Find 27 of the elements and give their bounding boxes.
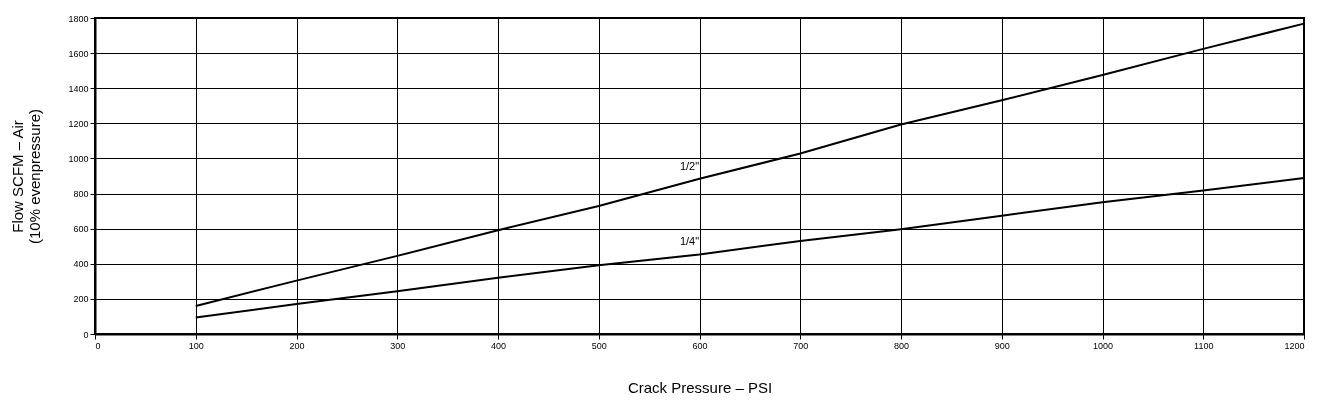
y-axis-title: Flow SCFM – Air (10% evenpressure) (9, 108, 44, 245)
x-tick-label: 400 (490, 340, 507, 351)
x-tick-label: 1000 (1092, 340, 1114, 351)
y-tick-label: 1600 (68, 48, 89, 59)
x-tick-label: 500 (591, 340, 607, 351)
y-tick-label: 800 (73, 189, 89, 200)
x-tick-label: 200 (289, 340, 305, 351)
series-label: 1/2" (679, 159, 700, 172)
y-tick-label: 1000 (68, 153, 89, 164)
x-tick-label: 700 (793, 340, 809, 351)
y-tick-label: 400 (73, 259, 89, 270)
x-tick-label: 300 (390, 340, 406, 351)
x-tick-label: 1200 (1284, 340, 1305, 351)
y-tick-label: 600 (73, 224, 89, 235)
x-axis-title: Crack Pressure – PSI (627, 378, 773, 396)
y-tick-label: 1200 (68, 118, 89, 129)
y-tick-label: 1800 (68, 13, 89, 24)
x-tick-label: 600 (692, 340, 708, 351)
x-tick-label: 800 (893, 340, 910, 351)
x-tick-label: 900 (994, 340, 1010, 351)
x-tick-label: 0 (95, 340, 101, 351)
series-label: 1/4" (679, 235, 700, 248)
x-tick-label: 100 (188, 340, 204, 351)
y-tick-label: 200 (73, 294, 89, 305)
y-tick-label: 1400 (68, 83, 89, 94)
y-tick-label: 0 (83, 329, 89, 340)
x-tick-label: 1100 (1194, 340, 1214, 351)
